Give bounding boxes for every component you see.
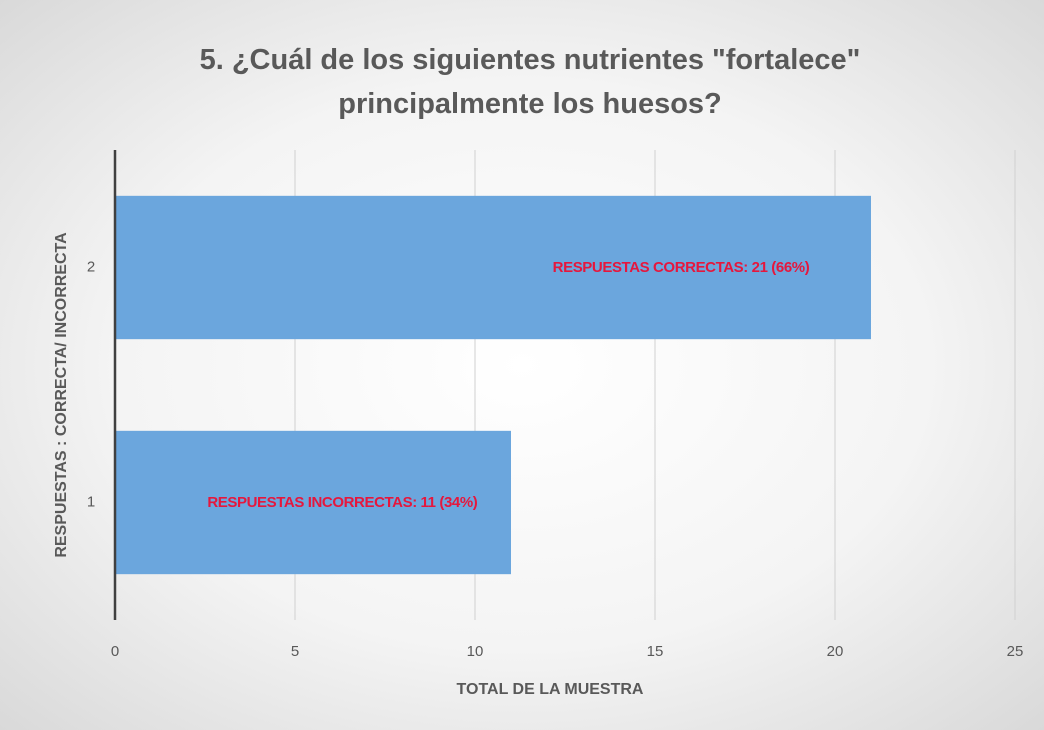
x-tick-label: 25	[1007, 643, 1024, 660]
y-tick-label: 1	[87, 493, 95, 510]
x-tick-label: 5	[291, 643, 299, 660]
bar	[115, 195, 871, 340]
x-tick-label: 15	[647, 643, 664, 660]
chart-title: 5. ¿Cuál de los siguientes nutrientes "f…	[199, 44, 861, 120]
data-label: RESPUESTAS INCORRECTAS: 11 (34%)	[207, 493, 478, 511]
x-axis-title: TOTAL DE LA MUESTRA	[457, 681, 644, 698]
data-label: RESPUESTAS CORRECTAS: 21 (66%)	[552, 258, 810, 276]
y-tick-label: 2	[87, 258, 95, 275]
x-tick-label: 10	[467, 643, 484, 660]
x-tick-label: 20	[827, 643, 844, 660]
bar	[115, 430, 511, 575]
x-tick-label: 0	[111, 643, 119, 660]
y-axis-title: RESPUESTAS : CORRECTA/ INCORRECTA	[53, 232, 70, 558]
